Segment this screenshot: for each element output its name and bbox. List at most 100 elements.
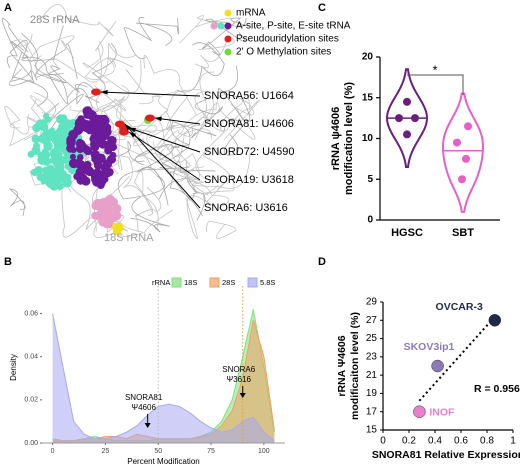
density-fill xyxy=(52,313,275,443)
molecule-atom xyxy=(56,126,66,136)
panel-d: D 15 17 19 21 23 25 27 29 0 0.2 0.4 0.6 0.8 1 SNORA81 R… xyxy=(318,256,520,461)
legend-dot xyxy=(217,22,225,30)
rrna-strand xyxy=(41,3,114,37)
molecule-atom xyxy=(69,153,76,160)
y-tick-label: 27 xyxy=(366,315,378,326)
rrna-strand xyxy=(132,88,202,147)
molecule-atom xyxy=(93,159,101,167)
data-point xyxy=(403,97,411,106)
rrna-strand xyxy=(181,94,254,128)
rrna-strand xyxy=(205,17,247,43)
molecule-atom xyxy=(81,176,91,186)
y-axis-title: modification level (%) xyxy=(343,82,355,195)
rrna-strand xyxy=(82,40,142,94)
y-tick-label: 15 xyxy=(362,92,374,103)
molecule-atom xyxy=(97,124,105,131)
molecule-atom xyxy=(40,176,48,185)
legend-text: mRNA xyxy=(236,8,266,19)
significance-bracket xyxy=(407,74,464,95)
rrna-strand xyxy=(9,40,35,87)
site-label: SNORA81: U4606 xyxy=(204,118,294,130)
annotation-text: Ψ3616 xyxy=(226,375,251,384)
rrna-strand xyxy=(156,98,214,152)
rrna-strand xyxy=(130,144,189,172)
data-point xyxy=(411,114,419,123)
arrow-head xyxy=(239,393,246,398)
legend-dot xyxy=(210,22,218,30)
label-28s: 28S rRNA xyxy=(30,14,80,26)
legend-swatch xyxy=(209,277,220,288)
x-tick-label: 100 xyxy=(258,448,270,455)
data-point xyxy=(453,138,461,147)
data-point xyxy=(403,130,411,139)
point-label: INOF xyxy=(429,406,455,418)
x-tick-label: 25 xyxy=(101,448,109,455)
molecule-atom xyxy=(93,168,102,177)
molecule-atom xyxy=(30,168,39,177)
rrna-strand xyxy=(169,144,200,182)
molecule-atom xyxy=(42,156,51,166)
y-tick-label: 0.02 xyxy=(24,397,38,404)
rrna-strand xyxy=(148,124,192,174)
molecule-atom xyxy=(103,161,111,169)
rrna-strand xyxy=(99,57,134,83)
molecule-atom xyxy=(105,194,115,205)
arrow-head xyxy=(144,423,151,428)
rrna-strand xyxy=(28,35,75,63)
violin-body xyxy=(441,92,485,213)
x-tick-label: 0.8 xyxy=(480,436,494,447)
rrna-strand xyxy=(69,85,127,112)
legend-dot xyxy=(224,9,232,17)
rrna-strand xyxy=(223,118,244,156)
rrna-strand xyxy=(169,171,206,221)
rrna-strand xyxy=(206,220,237,239)
data-point xyxy=(413,405,426,418)
point-label: OVCAR-3 xyxy=(436,301,483,313)
x-axis-title: SNORA81 Relative Expression xyxy=(372,449,520,461)
x-tick-label: HGSC xyxy=(391,227,423,239)
rrna-strand xyxy=(30,43,78,81)
y-tick-label: 17 xyxy=(366,406,378,417)
annotation-text: SNORA6 xyxy=(222,365,255,374)
rrna-strand xyxy=(21,32,67,84)
correlation-label: R = 0.956 xyxy=(474,383,520,395)
molecule-atom xyxy=(90,136,98,144)
y-axis-title: Density xyxy=(9,354,18,381)
legend-title: rRNA xyxy=(152,278,170,287)
molecule-atom xyxy=(101,175,109,183)
y-tick-label: 0.06 xyxy=(24,310,38,317)
y-tick-label: 21 xyxy=(366,370,378,381)
point-label: SKOV3ip1 xyxy=(404,341,455,353)
data-point xyxy=(488,314,502,327)
panel-c: C 0 5 10 15 20 rRNA ψ4606 modification level (%… xyxy=(318,2,500,239)
molecule-atom xyxy=(45,132,55,142)
rrna-strand xyxy=(117,166,190,200)
arrow-head xyxy=(155,116,162,122)
rrna-strand xyxy=(9,33,38,77)
label-18s: 18S rRNA xyxy=(104,232,154,244)
site-marker xyxy=(119,128,129,136)
molecule-atom xyxy=(100,217,108,225)
panel-label: A xyxy=(4,2,12,14)
molecule-atom xyxy=(109,151,117,159)
rrna-strand xyxy=(134,187,162,233)
site-arrow xyxy=(154,117,201,125)
rrna-strand xyxy=(143,55,197,115)
molecule-atom xyxy=(96,131,106,142)
legend-text: A-site, P-site, E-site tRNA xyxy=(236,21,351,32)
annotation-text: SNORA81 xyxy=(125,393,163,402)
y-tick-label: 0.00 xyxy=(24,440,38,447)
x-tick-label: 0 xyxy=(380,436,386,447)
rrna-strand xyxy=(8,188,26,217)
rrna-strand xyxy=(21,56,69,104)
molecule-atom xyxy=(95,200,103,208)
legend-dot xyxy=(224,22,232,30)
y-tick-label: 0.04 xyxy=(24,354,38,361)
rrna-strand xyxy=(136,71,215,157)
legend-label: 28S xyxy=(222,278,235,287)
site-label: SNORA6: U3616 xyxy=(204,202,288,214)
y-axis-title: rRNA ψ4606 xyxy=(330,107,342,171)
rrna-strand xyxy=(10,25,64,62)
panel-label: C xyxy=(318,2,326,14)
